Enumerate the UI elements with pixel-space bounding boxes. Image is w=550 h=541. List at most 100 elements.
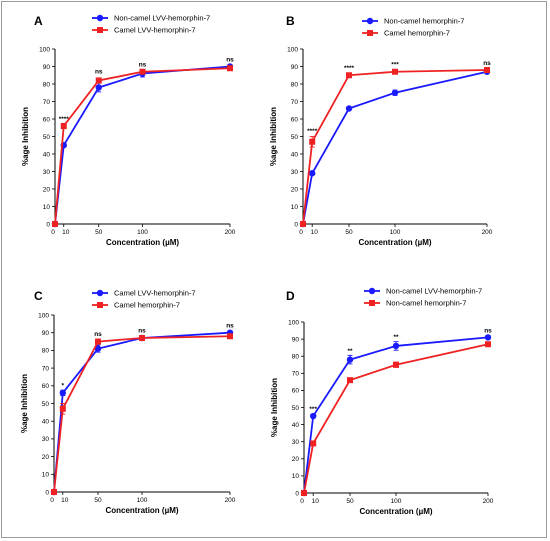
data-point	[392, 342, 400, 350]
legend-marker	[97, 302, 103, 308]
y-axis-title: %age Inhibition	[270, 378, 279, 437]
legend-label: Camel LVV-hemorphin-7	[114, 26, 196, 35]
x-tick-label: 10	[62, 229, 70, 236]
data-point	[484, 334, 492, 341]
x-tick-label: 100	[137, 497, 148, 504]
y-tick-label: 50	[292, 405, 300, 412]
significance-label: ***	[391, 62, 399, 69]
y-tick-label: 80	[292, 354, 300, 361]
data-point	[52, 221, 58, 227]
series-line	[54, 67, 231, 225]
y-tick-label: 60	[43, 116, 51, 123]
y-tick-label: 70	[292, 371, 300, 378]
panel-letter: C	[34, 289, 43, 303]
significance-label: ns	[483, 60, 491, 67]
y-tick-label: 10	[42, 472, 50, 479]
data-point	[301, 490, 307, 496]
legend: Non-camel hemorphin-7 Camel hemorphin-7	[362, 17, 464, 38]
x-tick-label: 100	[391, 498, 402, 505]
series-2	[300, 67, 490, 227]
y-tick-label: 70	[291, 99, 299, 106]
legend-marker	[366, 17, 374, 25]
data-point	[485, 341, 491, 348]
y-tick-label: 0	[294, 221, 298, 228]
y-tick-label: 40	[43, 151, 51, 158]
panel-letter: D	[286, 289, 295, 303]
data-point	[309, 138, 316, 145]
y-tick-label: 90	[42, 330, 50, 337]
y-tick-label: 80	[291, 81, 299, 88]
data-point	[392, 68, 398, 75]
data-point	[59, 389, 66, 397]
chart-panel-c: C 0 10 20 30 40 50 60 70 80 90 100 0 10 50 100 200 Concen…	[20, 289, 236, 515]
legend-label: Camel LVV-hemorphin-7	[114, 289, 196, 298]
legend-label: Camel hemorphin-7	[384, 29, 450, 38]
y-tick-label: 0	[46, 221, 50, 228]
series-line	[53, 335, 231, 493]
x-tick-label: 0	[299, 229, 303, 236]
legend-marker	[369, 300, 375, 306]
legend-label: Camel hemorphin-7	[114, 301, 180, 310]
significance-label: ns	[138, 328, 146, 335]
y-tick-label: 80	[43, 81, 51, 88]
y-tick-label: 40	[42, 419, 50, 426]
y-tick-label: 30	[43, 169, 51, 176]
x-axis-title: Concentration (µM)	[106, 238, 179, 247]
significance-label: ns	[94, 331, 102, 338]
data-point	[95, 77, 102, 84]
y-tick-label: 100	[38, 312, 49, 319]
legend-label: Non-camel LVV-hemorphin-7	[114, 14, 210, 23]
x-tick-label: 50	[95, 229, 103, 236]
x-tick-label: 10	[312, 498, 320, 505]
significance-label: ns	[139, 62, 147, 69]
data-point	[345, 105, 353, 112]
y-tick-label: 60	[42, 383, 50, 390]
y-tick-label: 10	[292, 473, 300, 480]
x-tick-label: 50	[346, 498, 354, 505]
legend-label: Non-camel hemorphin-7	[384, 17, 464, 26]
x-tick-label: 200	[225, 497, 236, 504]
data-point	[310, 440, 317, 447]
data-point	[59, 405, 66, 412]
significance-label: ns	[226, 56, 234, 63]
data-point	[139, 68, 146, 75]
y-tick-label: 50	[42, 401, 50, 408]
data-point	[95, 84, 102, 91]
legend-label: Non-camel LVV-hemorphin-7	[386, 287, 482, 296]
y-tick-label: 90	[292, 336, 300, 343]
data-point	[227, 65, 233, 72]
legend-marker	[96, 289, 104, 297]
significance-label: ****	[344, 65, 355, 72]
panel-letter: A	[34, 14, 43, 28]
significance-label: ****	[59, 116, 70, 123]
data-point	[391, 89, 399, 96]
x-tick-label: 100	[137, 229, 148, 236]
data-point	[227, 333, 233, 340]
y-tick-label: 30	[291, 169, 299, 176]
x-tick-label: 200	[225, 229, 236, 236]
significance-label: ****	[307, 128, 318, 135]
series-2	[51, 333, 233, 495]
significance-label: *	[62, 383, 65, 390]
legend: Non-camel LVV-hemorphin-7 Camel LVV-hemor…	[92, 14, 210, 35]
series-2	[301, 341, 491, 496]
y-tick-label: 0	[295, 490, 299, 497]
series-line	[303, 336, 489, 494]
significance-label: ns	[226, 322, 234, 329]
y-tick-label: 10	[43, 204, 51, 211]
legend-marker	[368, 287, 376, 295]
y-tick-label: 40	[291, 151, 299, 158]
y-axis-title: %age Inhibition	[269, 107, 278, 166]
legend-label: Non-camel hemorphin-7	[386, 299, 466, 308]
data-point	[60, 123, 67, 129]
y-tick-label: 80	[42, 348, 50, 355]
y-tick-label: 20	[291, 186, 299, 193]
y-tick-label: 40	[292, 422, 300, 429]
chart-panel-d: D 0 10 20 30 40 50 60 70 80 90 100 0 10 50 100 200 Concen…	[270, 287, 494, 516]
legend: Non-camel LVV-hemorphin-7 Non-camel hemor…	[364, 287, 482, 308]
y-tick-label: 70	[42, 365, 50, 372]
y-axis-title: %age Inhibition	[20, 374, 29, 433]
data-point	[393, 361, 399, 368]
